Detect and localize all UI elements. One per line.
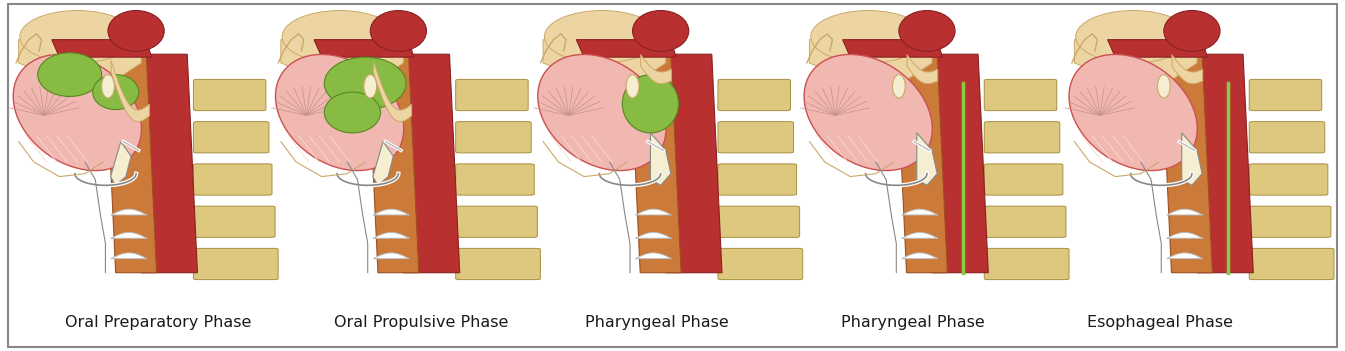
Polygon shape xyxy=(130,54,198,273)
FancyBboxPatch shape xyxy=(456,122,531,153)
FancyBboxPatch shape xyxy=(718,249,803,280)
Polygon shape xyxy=(51,40,152,57)
FancyBboxPatch shape xyxy=(1250,122,1325,153)
FancyBboxPatch shape xyxy=(718,164,796,195)
Text: Oral Preparatory Phase: Oral Preparatory Phase xyxy=(65,315,252,330)
FancyBboxPatch shape xyxy=(718,206,800,237)
Polygon shape xyxy=(810,40,932,84)
Ellipse shape xyxy=(102,75,114,98)
Polygon shape xyxy=(921,54,989,273)
Ellipse shape xyxy=(1163,11,1220,51)
Text: Esophageal Phase: Esophageal Phase xyxy=(1087,315,1233,330)
FancyBboxPatch shape xyxy=(1250,249,1334,280)
Polygon shape xyxy=(1161,54,1212,273)
Polygon shape xyxy=(1075,40,1197,84)
FancyBboxPatch shape xyxy=(456,79,529,111)
FancyBboxPatch shape xyxy=(718,79,791,111)
FancyBboxPatch shape xyxy=(985,206,1067,237)
FancyBboxPatch shape xyxy=(985,249,1069,280)
Polygon shape xyxy=(110,141,130,185)
Polygon shape xyxy=(576,40,677,57)
Polygon shape xyxy=(393,54,460,273)
FancyBboxPatch shape xyxy=(456,164,534,195)
Polygon shape xyxy=(19,40,141,84)
Ellipse shape xyxy=(627,75,639,98)
FancyBboxPatch shape xyxy=(194,164,272,195)
FancyBboxPatch shape xyxy=(194,122,269,153)
Ellipse shape xyxy=(811,11,925,63)
FancyBboxPatch shape xyxy=(194,79,266,111)
Ellipse shape xyxy=(545,11,659,63)
Polygon shape xyxy=(917,133,937,185)
Polygon shape xyxy=(373,141,393,185)
Ellipse shape xyxy=(623,75,678,133)
Ellipse shape xyxy=(108,11,164,51)
Ellipse shape xyxy=(1076,11,1190,63)
Polygon shape xyxy=(651,133,671,185)
Ellipse shape xyxy=(93,75,139,110)
Polygon shape xyxy=(1186,54,1254,273)
FancyBboxPatch shape xyxy=(194,249,278,280)
Ellipse shape xyxy=(1158,75,1170,98)
Ellipse shape xyxy=(804,54,932,171)
Ellipse shape xyxy=(38,53,102,97)
Ellipse shape xyxy=(632,11,689,51)
FancyBboxPatch shape xyxy=(985,79,1057,111)
FancyBboxPatch shape xyxy=(1250,164,1328,195)
FancyBboxPatch shape xyxy=(718,122,794,153)
Polygon shape xyxy=(896,54,947,273)
FancyBboxPatch shape xyxy=(985,164,1063,195)
FancyBboxPatch shape xyxy=(456,249,541,280)
Polygon shape xyxy=(842,40,943,57)
Ellipse shape xyxy=(324,92,381,133)
Polygon shape xyxy=(105,54,156,273)
Ellipse shape xyxy=(20,11,134,63)
FancyBboxPatch shape xyxy=(985,122,1060,153)
Ellipse shape xyxy=(276,54,404,171)
Ellipse shape xyxy=(370,11,426,51)
Ellipse shape xyxy=(1069,54,1197,171)
Polygon shape xyxy=(367,54,418,273)
Polygon shape xyxy=(655,54,722,273)
Ellipse shape xyxy=(893,75,905,98)
Ellipse shape xyxy=(13,54,141,171)
Ellipse shape xyxy=(282,11,397,63)
Ellipse shape xyxy=(324,57,406,110)
FancyBboxPatch shape xyxy=(194,206,276,237)
Text: Pharyngeal Phase: Pharyngeal Phase xyxy=(841,315,985,330)
Ellipse shape xyxy=(538,54,666,171)
Polygon shape xyxy=(315,40,414,57)
Text: Pharyngeal Phase: Pharyngeal Phase xyxy=(585,315,729,330)
Ellipse shape xyxy=(898,11,955,51)
FancyBboxPatch shape xyxy=(1250,79,1322,111)
Polygon shape xyxy=(629,54,681,273)
FancyBboxPatch shape xyxy=(456,206,538,237)
Text: Oral Propulsive Phase: Oral Propulsive Phase xyxy=(334,315,508,330)
Polygon shape xyxy=(1108,40,1208,57)
Polygon shape xyxy=(281,40,403,84)
Polygon shape xyxy=(543,40,666,84)
Polygon shape xyxy=(1182,133,1202,185)
FancyBboxPatch shape xyxy=(1250,206,1332,237)
Ellipse shape xyxy=(364,75,377,98)
